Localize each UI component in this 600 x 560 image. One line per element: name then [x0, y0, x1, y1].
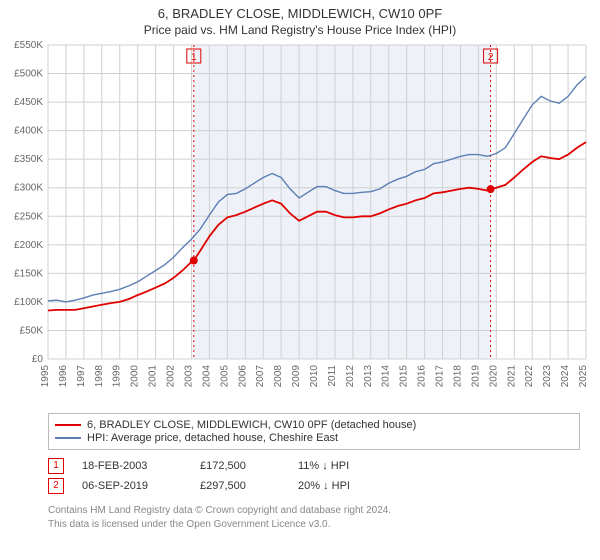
sale-price: £172,500 — [200, 460, 280, 472]
svg-text:2011: 2011 — [327, 365, 338, 387]
sale-date: 18-FEB-2003 — [82, 460, 182, 472]
svg-text:2024: 2024 — [560, 365, 571, 388]
title-block: 6, BRADLEY CLOSE, MIDDLEWICH, CW10 0PF P… — [0, 0, 600, 37]
attribution-block: Contains HM Land Registry data © Crown c… — [48, 504, 580, 531]
svg-text:2: 2 — [488, 52, 494, 63]
svg-text:£350K: £350K — [14, 154, 43, 165]
svg-text:2023: 2023 — [542, 365, 553, 388]
sale-marker-icon: 2 — [48, 478, 64, 494]
legend-text-hpi: HPI: Average price, detached house, Ches… — [87, 432, 338, 444]
sale-date: 06-SEP-2019 — [82, 480, 182, 492]
sale-hpi-diff: 11% ↓ HPI — [298, 460, 388, 472]
sale-hpi-diff: 20% ↓ HPI — [298, 480, 388, 492]
legend-row: 6, BRADLEY CLOSE, MIDDLEWICH, CW10 0PF (… — [55, 419, 573, 431]
chart-area: £0 £50K £100K £150K £200K £250K £300K £350K £400… — [0, 37, 600, 407]
svg-text:£550K: £550K — [14, 40, 43, 51]
svg-text:2010: 2010 — [309, 365, 320, 388]
svg-text:2012: 2012 — [345, 365, 356, 388]
svg-text:1: 1 — [191, 52, 197, 63]
svg-text:£300K: £300K — [14, 183, 43, 194]
svg-text:2015: 2015 — [399, 365, 410, 388]
legend-box: 6, BRADLEY CLOSE, MIDDLEWICH, CW10 0PF (… — [48, 413, 580, 450]
svg-text:2017: 2017 — [435, 365, 446, 388]
svg-text:2005: 2005 — [219, 365, 230, 388]
svg-text:£150K: £150K — [14, 268, 43, 279]
svg-text:2007: 2007 — [255, 365, 266, 388]
sale-marker-icon: 1 — [48, 458, 64, 474]
svg-text:2004: 2004 — [201, 365, 212, 388]
svg-text:2019: 2019 — [470, 365, 481, 388]
svg-text:2008: 2008 — [273, 365, 284, 388]
svg-text:2000: 2000 — [130, 365, 141, 388]
svg-text:2006: 2006 — [237, 365, 248, 388]
svg-text:1996: 1996 — [58, 365, 69, 388]
sale-price: £297,500 — [200, 480, 280, 492]
svg-text:2025: 2025 — [578, 365, 589, 388]
svg-text:2013: 2013 — [363, 365, 374, 388]
svg-text:1995: 1995 — [40, 365, 51, 388]
svg-text:1997: 1997 — [76, 365, 87, 388]
attribution-line-2: This data is licensed under the Open Gov… — [48, 518, 580, 532]
title-line-1: 6, BRADLEY CLOSE, MIDDLEWICH, CW10 0PF — [0, 6, 600, 21]
svg-text:2009: 2009 — [291, 365, 302, 388]
legend-row: HPI: Average price, detached house, Ches… — [55, 432, 573, 444]
svg-text:2001: 2001 — [148, 365, 159, 388]
legend-swatch-hpi — [55, 437, 81, 439]
svg-text:£100K: £100K — [14, 297, 43, 308]
sales-table: 1 18-FEB-2003 £172,500 11% ↓ HPI 2 06-SE… — [48, 458, 580, 494]
sale-row: 1 18-FEB-2003 £172,500 11% ↓ HPI — [48, 458, 580, 474]
figure-root: 6, BRADLEY CLOSE, MIDDLEWICH, CW10 0PF P… — [0, 0, 600, 531]
svg-text:2016: 2016 — [417, 365, 428, 388]
svg-text:£250K: £250K — [14, 211, 43, 222]
svg-text:2018: 2018 — [452, 365, 463, 388]
svg-text:£500K: £500K — [14, 69, 43, 80]
svg-text:2021: 2021 — [506, 365, 517, 388]
svg-text:£400K: £400K — [14, 126, 43, 137]
svg-text:£450K: £450K — [14, 97, 43, 108]
svg-text:2003: 2003 — [183, 365, 194, 388]
svg-text:2014: 2014 — [381, 365, 392, 388]
svg-text:2002: 2002 — [166, 365, 177, 388]
svg-text:£200K: £200K — [14, 240, 43, 251]
title-line-2: Price paid vs. HM Land Registry's House … — [0, 23, 600, 37]
svg-text:2020: 2020 — [488, 365, 499, 388]
legend-text-property: 6, BRADLEY CLOSE, MIDDLEWICH, CW10 0PF (… — [87, 419, 416, 431]
svg-text:£0: £0 — [32, 354, 44, 365]
svg-text:2022: 2022 — [524, 365, 535, 388]
svg-text:1998: 1998 — [94, 365, 105, 388]
sale-row: 2 06-SEP-2019 £297,500 20% ↓ HPI — [48, 478, 580, 494]
chart-svg: £0 £50K £100K £150K £200K £250K £300K £350K £400… — [0, 37, 600, 407]
attribution-line-1: Contains HM Land Registry data © Crown c… — [48, 504, 580, 518]
svg-text:£50K: £50K — [20, 325, 44, 336]
svg-text:1999: 1999 — [112, 365, 123, 388]
legend-swatch-property — [55, 424, 81, 426]
